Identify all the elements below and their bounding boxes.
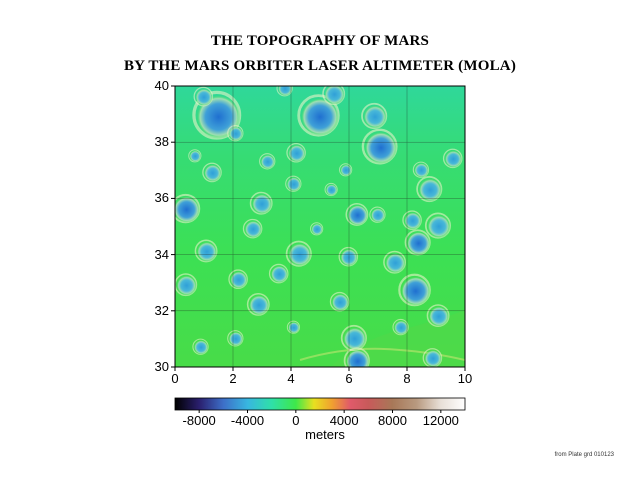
crater — [324, 86, 345, 105]
crater — [444, 150, 463, 168]
crater — [414, 163, 429, 178]
crater — [204, 164, 222, 182]
crater — [325, 184, 338, 196]
crater — [401, 276, 431, 306]
x-tick-label: 10 — [457, 371, 473, 386]
colorbar-tick-label: 4000 — [329, 413, 359, 428]
colorbar-tick-label: -4000 — [230, 413, 265, 428]
crater — [228, 126, 244, 142]
colorbar — [174, 397, 466, 411]
crater — [301, 98, 339, 136]
crater — [176, 275, 197, 296]
crater — [193, 340, 209, 355]
crater — [363, 105, 387, 129]
crater — [244, 220, 262, 239]
colorbar-label: meters — [305, 427, 345, 442]
crater — [343, 327, 367, 351]
crater — [407, 231, 431, 255]
crater — [286, 177, 302, 192]
x-tick-label: 6 — [345, 371, 353, 386]
colorbar-tick-label: 0 — [292, 413, 300, 428]
credit-text: from Plate grd 010123 — [554, 452, 614, 458]
crater — [288, 144, 306, 163]
crater — [347, 205, 368, 226]
map-frame — [174, 85, 466, 368]
y-tick-label: 40 — [154, 78, 169, 93]
crater — [346, 349, 370, 367]
crater — [364, 131, 397, 164]
crater — [230, 271, 248, 289]
crater — [195, 88, 213, 106]
crater — [260, 154, 276, 170]
crater — [196, 241, 218, 262]
map-subtitle: BY THE MARS ORBITER LASER ALTIMETER (MOL… — [123, 58, 517, 74]
x-tick-label: 4 — [287, 371, 295, 386]
colorbar-tick-label: -8000 — [182, 413, 216, 428]
x-tick-label: 0 — [171, 371, 179, 386]
crater — [424, 349, 442, 367]
crater — [427, 214, 451, 239]
crater — [404, 212, 422, 230]
y-tick-label: 36 — [154, 190, 169, 206]
crater — [189, 150, 202, 163]
y-tick-label: 32 — [154, 302, 169, 318]
x-tick-label: 2 — [229, 371, 237, 386]
crater — [270, 265, 289, 283]
crater — [228, 331, 244, 347]
crater — [331, 293, 349, 312]
crater — [385, 252, 406, 274]
colorbar-tick-label: 8000 — [378, 413, 407, 428]
crater — [370, 208, 386, 223]
y-tick-label: 34 — [154, 246, 169, 262]
x-tick-label: 8 — [403, 371, 411, 386]
crater — [175, 196, 200, 223]
y-tick-label: 30 — [154, 359, 169, 374]
map-title: THE TOPOGRAPHY OF MARS — [210, 33, 430, 49]
crater — [393, 320, 409, 335]
crater — [248, 295, 270, 316]
crater — [277, 86, 293, 97]
crater — [340, 164, 352, 177]
y-tick-label: 38 — [154, 134, 169, 150]
crater — [288, 321, 300, 334]
colorbar-tick-label: 12000 — [422, 413, 459, 428]
crater — [251, 193, 273, 215]
crater — [418, 178, 442, 202]
crater — [311, 223, 323, 236]
crater — [428, 306, 450, 327]
terrain-ridge — [299, 347, 465, 361]
